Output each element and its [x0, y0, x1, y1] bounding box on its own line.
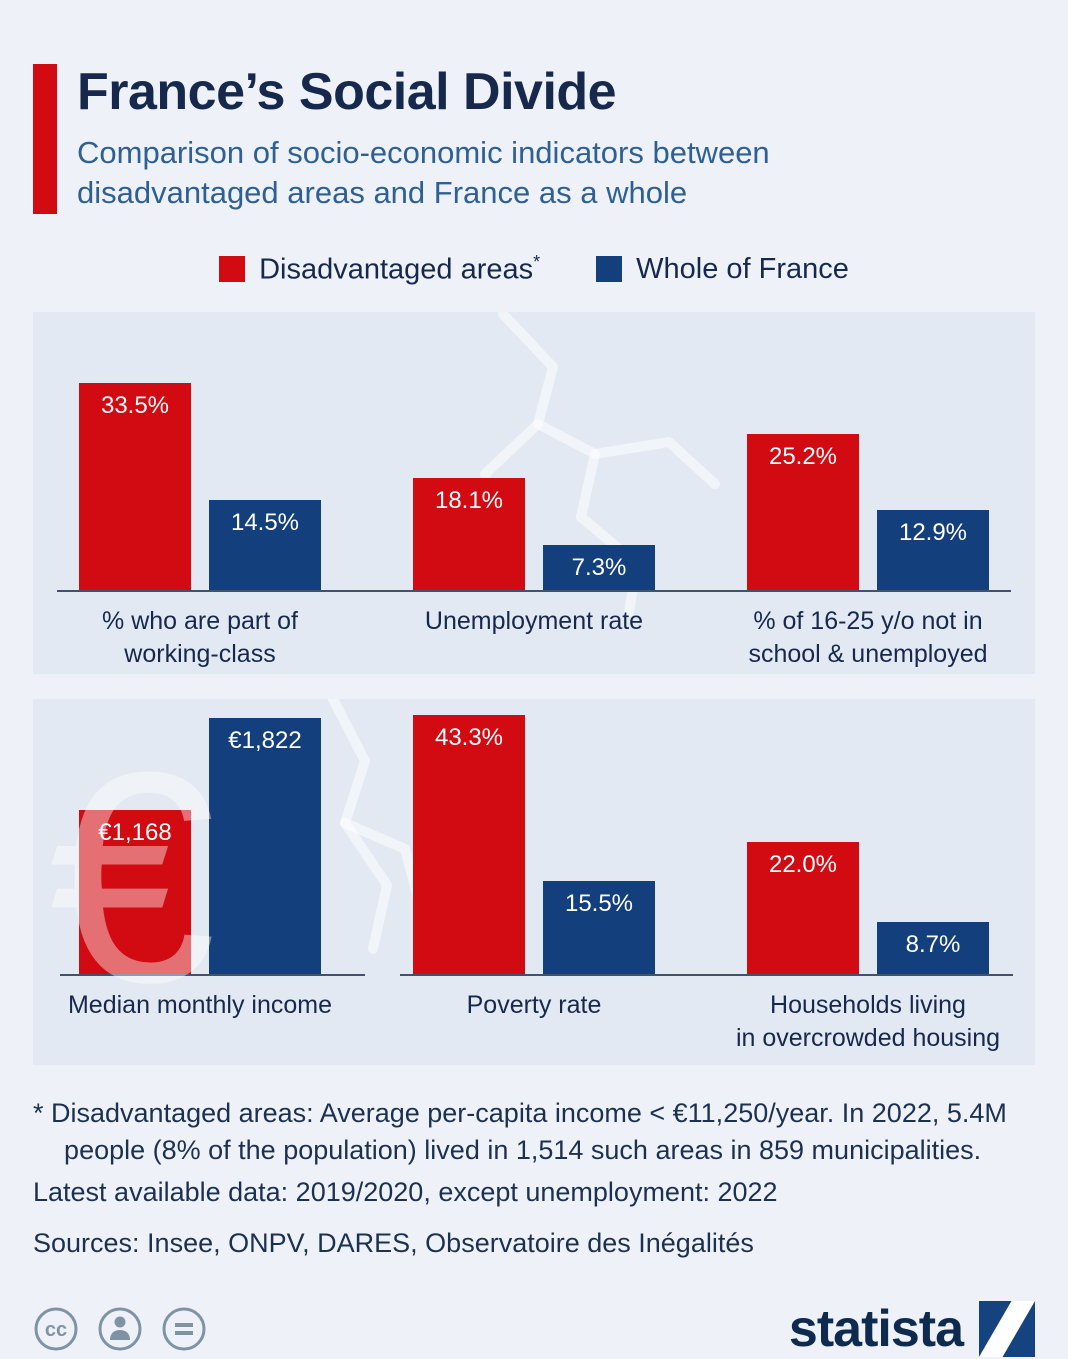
bar-value-label: 12.9%	[898, 519, 968, 547]
bar-value-label: 22.0%	[768, 851, 838, 879]
bar-whole-of-france: 8.7%	[877, 922, 989, 975]
legend: Disadvantaged areas* Whole of France	[33, 252, 1035, 287]
bar-group: 22.0% 8.7% Households living in overcrowde…	[701, 699, 1035, 1054]
bar-group: 25.2% 12.9% % of 16-25 y/o not in school &…	[701, 312, 1035, 670]
bar-pair: 33.5% 14.5%	[79, 312, 321, 591]
group-label: % of 16-25 y/o not in school & unemploye…	[748, 607, 988, 668]
bar-group: €1,168 €1,822 Median monthly income	[33, 699, 367, 1054]
statista-logo[interactable]: statista	[789, 1299, 1035, 1359]
no-derivatives-icon[interactable]	[161, 1306, 207, 1352]
bar-value-label: €1,168	[98, 819, 172, 847]
bar-pair: 25.2% 12.9%	[747, 312, 989, 591]
legend-item-france: Whole of France	[596, 252, 849, 287]
svg-text:cc: cc	[45, 1319, 67, 1341]
legend-label-france: Whole of France	[636, 252, 849, 285]
bar-disadvantaged-areas: 18.1%	[413, 478, 525, 591]
legend-label-disadvantaged: Disadvantaged areas*	[259, 251, 541, 286]
footnote-definition: * Disadvantaged areas: Average per-capit…	[33, 1098, 1007, 1165]
footer: cc statista	[33, 1299, 1035, 1359]
bar-disadvantaged-areas: 33.5%	[79, 383, 191, 591]
bar-whole-of-france: 12.9%	[877, 510, 989, 591]
bar-value-label: 8.7%	[905, 931, 961, 959]
footnote-sources: Sources: Insee, ONPV, DARES, Observatoir…	[33, 1227, 754, 1258]
bar-pair: 22.0% 8.7%	[747, 699, 989, 975]
bar-value-label: 7.3%	[571, 554, 627, 582]
bar-value-label: 15.5%	[564, 890, 634, 918]
footnote-asterisk: *	[533, 251, 541, 272]
bar-disadvantaged-areas: €1,168	[79, 810, 191, 975]
bar-disadvantaged-areas: 22.0%	[747, 842, 859, 975]
footnote-latest-data: Latest available data: 2019/2020, except…	[33, 1177, 778, 1208]
axis-line	[400, 974, 1013, 977]
axis-line	[60, 974, 365, 977]
group-label: Households living in overcrowded housing	[735, 991, 1001, 1052]
bar-disadvantaged-areas: 25.2%	[747, 434, 859, 591]
group-label: Median monthly income	[67, 991, 332, 1020]
bar-value-label: €1,822	[228, 727, 302, 755]
bar-pair: 18.1% 7.3%	[413, 312, 655, 591]
bar-whole-of-france: €1,822	[209, 718, 321, 975]
axis-line	[57, 590, 1011, 593]
bar-group: 43.3% 15.5% Poverty rate	[367, 699, 701, 1054]
page-subtitle: Comparison of socio-economic indicators …	[77, 135, 770, 211]
bar-group: 33.5% 14.5% % who are part of working-clas…	[33, 312, 367, 670]
title-accent-bar	[33, 64, 57, 214]
header-text: France’s Social Divide Comparison of soc…	[77, 63, 770, 214]
bar-value-label: 18.1%	[434, 487, 504, 515]
chart-panel-top: 33.5% 14.5% % who are part of working-clas…	[33, 312, 1035, 675]
cc-license[interactable]: cc	[33, 1306, 207, 1352]
chart-panel-bottom: € €1,168 €1,822 Median monthly income 43.3%…	[33, 699, 1035, 1066]
bar-groups-bottom: €1,168 €1,822 Median monthly income 43.3% 15…	[33, 699, 1035, 1054]
statista-wordmark: statista	[788, 1300, 964, 1359]
footnotes: * Disadvantaged areas: Average per-capit…	[33, 1095, 1035, 1261]
bar-groups-top: 33.5% 14.5% % who are part of working-clas…	[33, 312, 1035, 670]
bar-value-label: 25.2%	[768, 443, 838, 471]
bar-value-label: 43.3%	[434, 724, 504, 752]
bar-pair: 43.3% 15.5%	[413, 699, 655, 975]
bar-whole-of-france: 15.5%	[543, 881, 655, 975]
group-label: Unemployment rate	[424, 607, 644, 636]
bar-whole-of-france: 14.5%	[209, 500, 321, 591]
group-label: % who are part of working-class	[102, 607, 298, 668]
bar-group: 18.1% 7.3% Unemployment rate	[367, 312, 701, 670]
header: France’s Social Divide Comparison of soc…	[33, 63, 1035, 214]
bar-pair: €1,168 €1,822	[79, 699, 321, 975]
page-title: France’s Social Divide	[77, 63, 617, 121]
statista-mark-icon	[979, 1301, 1035, 1358]
group-label: Poverty rate	[466, 991, 602, 1020]
legend-item-disadvantaged: Disadvantaged areas*	[219, 252, 540, 287]
bar-disadvantaged-areas: 43.3%	[413, 715, 525, 975]
legend-swatch-blue	[596, 256, 623, 283]
attribution-icon[interactable]	[97, 1306, 143, 1352]
bar-whole-of-france: 7.3%	[543, 545, 655, 591]
legend-swatch-red	[219, 256, 246, 283]
bar-value-label: 33.5%	[100, 392, 170, 420]
bar-value-label: 14.5%	[230, 509, 300, 537]
cc-license-icon[interactable]: cc	[33, 1306, 79, 1352]
